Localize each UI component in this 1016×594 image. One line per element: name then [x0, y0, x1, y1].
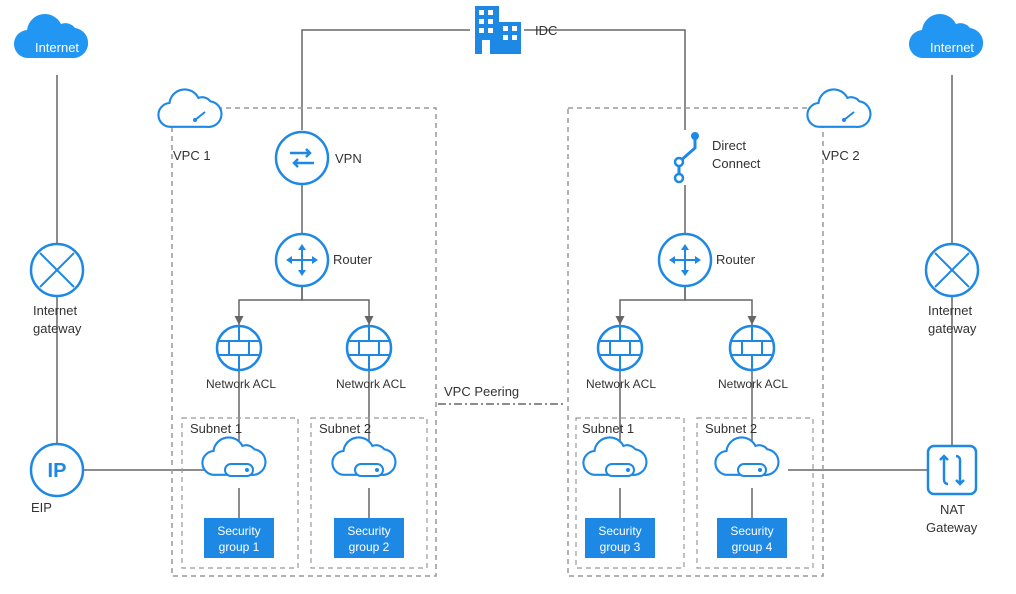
router-right-label: Router: [716, 252, 756, 267]
nat-icon: [928, 446, 976, 494]
peering-label: VPC Peering: [444, 384, 519, 399]
subnet-l1-label: Subnet 1: [190, 421, 242, 436]
subnet-l2-label: Subnet 2: [319, 421, 371, 436]
acl-l2-label: Network ACL: [336, 377, 406, 391]
vpc-cloud-left: [158, 89, 221, 126]
server-r2: [715, 437, 778, 476]
internet-left-label: Internet: [35, 40, 79, 55]
internet-cloud-right: Internet: [909, 14, 983, 58]
direct-connect-icon: [675, 132, 699, 182]
gateway-left: [31, 244, 83, 296]
acl-r2-label: Network ACL: [718, 377, 788, 391]
vpn-label: VPN: [335, 151, 362, 166]
gw-left-label1: Internet: [33, 303, 77, 318]
gw-right-label1: Internet: [928, 303, 972, 318]
internet-right-label: Internet: [930, 40, 974, 55]
edge-router-acl-l1: [239, 286, 302, 325]
internet-cloud-left: Internet: [14, 14, 88, 58]
subnet-r1-label: Subnet 1: [582, 421, 634, 436]
router-left: [276, 234, 328, 286]
gateway-right: [926, 244, 978, 296]
router-left-label: Router: [333, 252, 373, 267]
sg-l2-a: Security: [347, 524, 390, 538]
gw-left-label2: gateway: [33, 321, 82, 336]
subnet-r2-label: Subnet 2: [705, 421, 757, 436]
sg-r2-a: Security: [730, 524, 773, 538]
dc-label1: Direct: [712, 138, 746, 153]
acl-l1: [217, 326, 261, 370]
nat-label2: Gateway: [926, 520, 978, 535]
acl-r1: [598, 326, 642, 370]
nat-label1: NAT: [940, 502, 965, 517]
vpc-cloud-right: [807, 89, 870, 126]
dc-label2: Connect: [712, 156, 761, 171]
router-right: [659, 234, 711, 286]
edge-idc-vpn: [302, 30, 470, 130]
edge-router-acl-r2: [685, 286, 752, 325]
edge-idc-dc: [524, 30, 685, 130]
sg-r2-b: group 4: [732, 540, 773, 554]
server-l2: [332, 437, 395, 476]
sg-l1: Security group 1: [204, 518, 274, 558]
server-l1: [202, 437, 265, 476]
edge-router-acl-l2: [302, 286, 369, 325]
acl-r2: [730, 326, 774, 370]
sg-l1-b: group 1: [219, 540, 260, 554]
sg-r1-b: group 3: [600, 540, 641, 554]
edge-router-acl-r1: [620, 286, 685, 325]
vpc-right-label: VPC 2: [822, 148, 860, 163]
acl-l2: [347, 326, 391, 370]
gw-right-label2: gateway: [928, 321, 977, 336]
network-diagram: Internet Internet IDC VPC 1 VPC 2 VPN Di…: [0, 0, 1016, 594]
vpn-icon: [276, 132, 328, 184]
sg-r1: Security group 3: [585, 518, 655, 558]
acl-r1-label: Network ACL: [586, 377, 656, 391]
idc-icon: [475, 6, 521, 54]
eip-ip-text: IP: [48, 460, 67, 482]
vpc-left-label: VPC 1: [173, 148, 211, 163]
eip-label: EIP: [31, 500, 52, 515]
sg-l2: Security group 2: [334, 518, 404, 558]
server-r1: [583, 437, 646, 476]
sg-r1-a: Security: [598, 524, 641, 538]
acl-l1-label: Network ACL: [206, 377, 276, 391]
idc-label: IDC: [535, 23, 557, 38]
sg-l1-a: Security: [217, 524, 260, 538]
sg-r2: Security group 4: [717, 518, 787, 558]
sg-l2-b: group 2: [349, 540, 390, 554]
eip-icon: IP: [31, 444, 83, 496]
